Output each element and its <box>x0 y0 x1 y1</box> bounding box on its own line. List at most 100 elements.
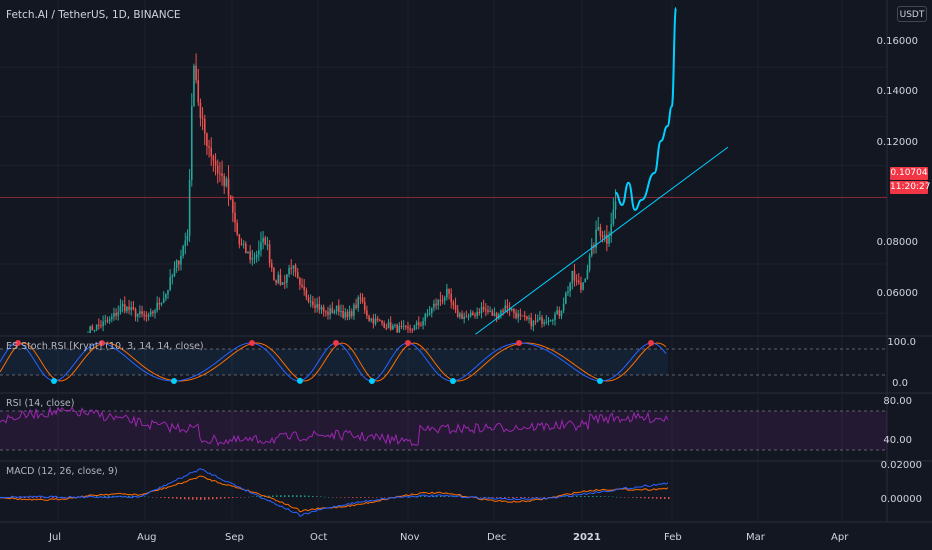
macd-histogram-bar <box>584 496 586 497</box>
candle-body <box>463 316 465 319</box>
macd-histogram-bar <box>544 497 546 498</box>
candle-body <box>260 242 262 251</box>
candle-body <box>238 234 241 245</box>
candle-body <box>113 313 115 318</box>
candle-body <box>539 317 541 320</box>
macd-histogram-bar <box>332 497 334 498</box>
candle-body <box>441 300 444 302</box>
macd-histogram-bar <box>220 497 222 499</box>
candle-body <box>253 257 256 259</box>
candle-body <box>565 293 567 304</box>
stoch-overbought-dot <box>648 340 654 347</box>
macd-histogram-bar <box>588 495 590 497</box>
candle-body <box>396 324 398 333</box>
macd-histogram-bar <box>200 497 202 500</box>
stoch-d-line <box>0 342 667 382</box>
macd-histogram-bar <box>508 497 510 499</box>
rsi-label[interactable]: RSI (14, close) <box>6 398 75 409</box>
stoch-overbought-dot <box>405 340 411 347</box>
macd-histogram-bar <box>216 497 218 500</box>
macd-histogram-bar <box>536 497 538 498</box>
candle-body <box>376 318 379 320</box>
candle-body <box>123 304 126 312</box>
candle-body <box>266 244 269 246</box>
macd-histogram-bar <box>408 496 410 497</box>
candle-body <box>203 118 206 134</box>
macd-label[interactable]: MACD (12, 26, close, 9) <box>6 466 118 477</box>
macd-histogram-bar <box>252 496 254 497</box>
candle-body <box>130 307 133 310</box>
time-axis-label: Apr <box>831 532 849 543</box>
candle-body <box>190 106 193 180</box>
macd-histogram-bar <box>276 495 278 497</box>
candle-body <box>478 312 481 314</box>
candle-body <box>216 165 219 174</box>
candle-body <box>288 267 290 275</box>
candle-body <box>383 323 385 328</box>
candle-body <box>342 310 344 318</box>
candle-body <box>534 320 537 322</box>
macd-histogram-bar <box>292 495 294 497</box>
candle-body <box>303 286 305 291</box>
macd-histogram-bar <box>636 497 638 498</box>
candle-body <box>469 312 472 316</box>
candle-body <box>348 311 351 318</box>
candle-body <box>476 312 478 317</box>
price-axis-label: 0.14000 <box>876 86 918 97</box>
candle-body <box>273 268 275 281</box>
candle-body <box>379 319 381 321</box>
candle-body <box>394 324 396 326</box>
candle-body <box>165 294 167 299</box>
candle-body <box>370 318 373 321</box>
candle-body <box>149 311 152 315</box>
macd-histogram-bar <box>336 497 338 498</box>
candle-body <box>541 317 543 324</box>
candle-body <box>175 260 178 269</box>
candle-body <box>91 326 94 331</box>
candle-body <box>504 305 507 312</box>
candle-body <box>152 311 154 314</box>
candle-body <box>562 303 565 311</box>
macd-histogram-bar <box>240 497 242 498</box>
candle-body <box>270 263 273 269</box>
candle-body <box>301 284 303 287</box>
macd-histogram-bar <box>64 497 66 498</box>
time-axis-label: Oct <box>310 532 328 543</box>
candle-body <box>366 310 368 316</box>
candle-body <box>491 311 494 316</box>
candle-body <box>606 234 608 244</box>
candle-body <box>448 288 450 294</box>
macd-histogram-bar <box>348 497 350 498</box>
time-axis-label: Feb <box>664 532 682 543</box>
macd-histogram-bar <box>640 497 642 499</box>
candle-body <box>136 314 139 317</box>
macd-histogram-bar <box>180 497 182 500</box>
candle-body <box>567 291 569 294</box>
trend-line <box>475 146 729 335</box>
candle-body <box>141 311 143 315</box>
candle-body <box>517 313 520 318</box>
macd-histogram-bar <box>532 497 534 498</box>
candle-body <box>467 315 470 317</box>
last-price-tag: 0.10704 <box>890 167 928 180</box>
candle-body <box>510 308 513 311</box>
candle-body <box>322 307 325 312</box>
candle-body <box>409 328 411 330</box>
macd-histogram-bar <box>132 495 134 497</box>
macd-histogram-bar <box>176 497 178 499</box>
currency-button[interactable]: USDT <box>897 6 927 22</box>
macd-histogram-bar <box>388 497 390 498</box>
candle-body <box>482 306 485 310</box>
macd-histogram-bar <box>432 495 434 497</box>
macd-histogram-bar <box>568 496 570 497</box>
candle-body <box>225 178 228 187</box>
candle-body <box>307 297 310 302</box>
macd-histogram-bar <box>564 496 566 497</box>
macd-histogram-bar <box>324 496 326 498</box>
candle-body <box>450 293 453 303</box>
candle-body <box>536 319 539 322</box>
candle-body <box>247 251 249 254</box>
stoch-rsi-label[interactable]: ES Stoch RSI [Krypt] (10, 3, 14, 14, clo… <box>6 341 204 352</box>
macd-histogram-bar <box>188 497 190 500</box>
